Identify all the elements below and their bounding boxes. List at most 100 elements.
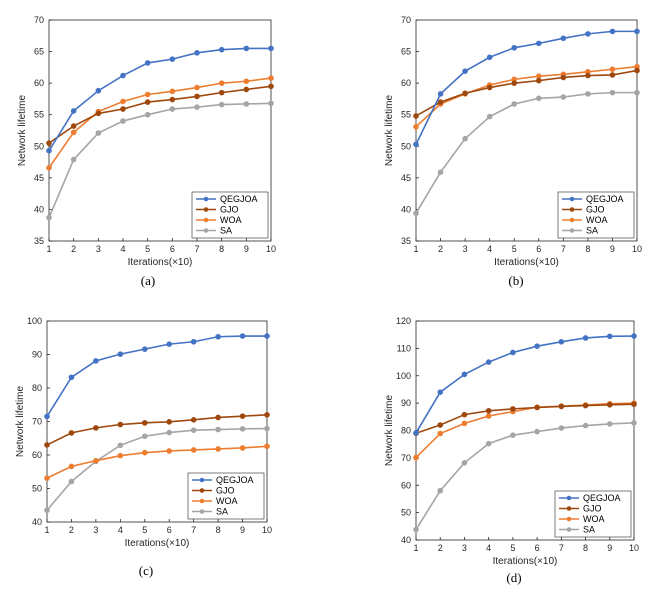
data-point-gjo: [558, 403, 565, 410]
panel-caption: (a): [141, 273, 155, 288]
y-tick-label: 35: [34, 236, 44, 246]
data-point-qegjoa: [141, 346, 148, 352]
legend-marker: [569, 196, 575, 202]
legend-marker: [203, 228, 209, 233]
data-point-sa: [190, 427, 197, 434]
data-point-sa: [194, 104, 200, 110]
data-point-woa: [120, 98, 126, 105]
data-point-woa: [268, 75, 274, 81]
y-tick-label: 70: [401, 453, 411, 463]
series-line-woa: [46, 445, 268, 479]
x-tick-label: 4: [487, 244, 492, 254]
data-point-gjo: [461, 411, 468, 418]
data-point-woa: [190, 447, 197, 453]
data-point-sa: [609, 89, 616, 96]
legend-marker: [199, 488, 205, 493]
data-point-gjo: [413, 113, 419, 119]
data-point-gjo: [93, 425, 99, 431]
data-point-qegjoa: [218, 46, 225, 53]
y-tick-label: 100: [396, 371, 411, 381]
data-point-sa: [239, 426, 246, 432]
legend-label: QEGJOA: [216, 475, 254, 485]
x-tick-label: 1: [413, 543, 418, 553]
data-point-qegjoa: [437, 91, 444, 97]
data-point-sa: [585, 91, 591, 97]
data-point-woa: [68, 463, 75, 470]
x-tick-label: 8: [219, 244, 224, 254]
y-tick-label: 90: [401, 398, 411, 408]
x-tick-label: 3: [463, 244, 468, 254]
data-point-sa: [120, 118, 126, 124]
series-line-qegjoa: [415, 30, 637, 145]
data-point-sa: [68, 478, 75, 485]
data-point-qegjoa: [461, 371, 468, 378]
y-tick-label: 70: [34, 15, 44, 25]
data-point-sa: [215, 426, 221, 433]
data-point-qegjoa: [609, 28, 616, 35]
data-point-gjo: [190, 417, 197, 423]
data-point-sa: [634, 89, 640, 96]
data-point-gjo: [166, 419, 173, 425]
series-line-woa: [415, 402, 635, 459]
data-point-sa: [141, 433, 148, 440]
series-line-gjo: [415, 403, 635, 434]
x-tick-label: 10: [266, 244, 276, 254]
y-tick-label: 100: [27, 316, 42, 326]
data-point-qegjoa: [264, 333, 270, 339]
legend-label: GJO: [583, 504, 602, 514]
data-point-qegjoa: [634, 28, 640, 35]
data-point-sa: [169, 106, 176, 112]
data-point-sa: [268, 100, 274, 107]
series-line-gjo: [415, 69, 638, 117]
x-tick-label: 5: [512, 244, 517, 254]
series-line-woa: [415, 65, 638, 128]
data-point-sa: [510, 432, 516, 438]
y-tick-label: 65: [401, 47, 411, 57]
y-tick-label: 40: [32, 517, 42, 527]
x-tick-label: 3: [96, 244, 101, 254]
data-point-gjo: [141, 420, 148, 426]
legend-marker: [203, 207, 209, 212]
data-point-sa: [535, 95, 542, 102]
series-line-sa: [48, 102, 272, 218]
x-tick-label: 9: [244, 244, 249, 254]
x-tick-label: 2: [438, 543, 443, 553]
x-tick-label: 8: [583, 543, 588, 553]
y-tick-label: 120: [396, 316, 411, 326]
x-tick-label: 10: [629, 543, 639, 553]
panel-caption: (d): [506, 570, 521, 585]
data-point-gjo: [144, 99, 151, 105]
data-point-sa: [437, 169, 444, 175]
data-point-gjo: [534, 404, 540, 411]
data-point-qegjoa: [413, 430, 419, 436]
data-point-sa: [144, 111, 151, 118]
data-point-gjo: [44, 442, 50, 448]
data-point-qegjoa: [120, 72, 126, 79]
data-point-sa: [462, 135, 468, 142]
data-point-qegjoa: [190, 338, 197, 345]
x-tick-label: 6: [535, 543, 540, 553]
x-tick-label: 4: [120, 244, 125, 254]
data-point-gjo: [68, 430, 75, 436]
data-point-gjo: [582, 402, 589, 409]
data-point-woa: [46, 164, 52, 171]
legend-label: SA: [586, 226, 598, 236]
data-point-woa: [485, 413, 492, 419]
x-tick-label: 9: [610, 244, 615, 254]
legend-marker: [569, 207, 575, 212]
x-tick-label: 7: [191, 525, 196, 535]
series-line-woa: [48, 77, 272, 169]
data-point-gjo: [535, 77, 542, 84]
data-point-sa: [461, 460, 468, 466]
data-point-sa: [511, 101, 518, 107]
data-point-woa: [609, 66, 616, 73]
y-tick-label: 60: [34, 78, 44, 88]
data-point-gjo: [510, 406, 516, 412]
legend-marker: [199, 509, 205, 514]
data-point-gjo: [264, 412, 270, 418]
data-point-woa: [264, 443, 270, 450]
y-axis-label: Network lifetime: [17, 95, 28, 167]
data-point-qegjoa: [46, 147, 52, 154]
data-point-woa: [437, 430, 444, 437]
